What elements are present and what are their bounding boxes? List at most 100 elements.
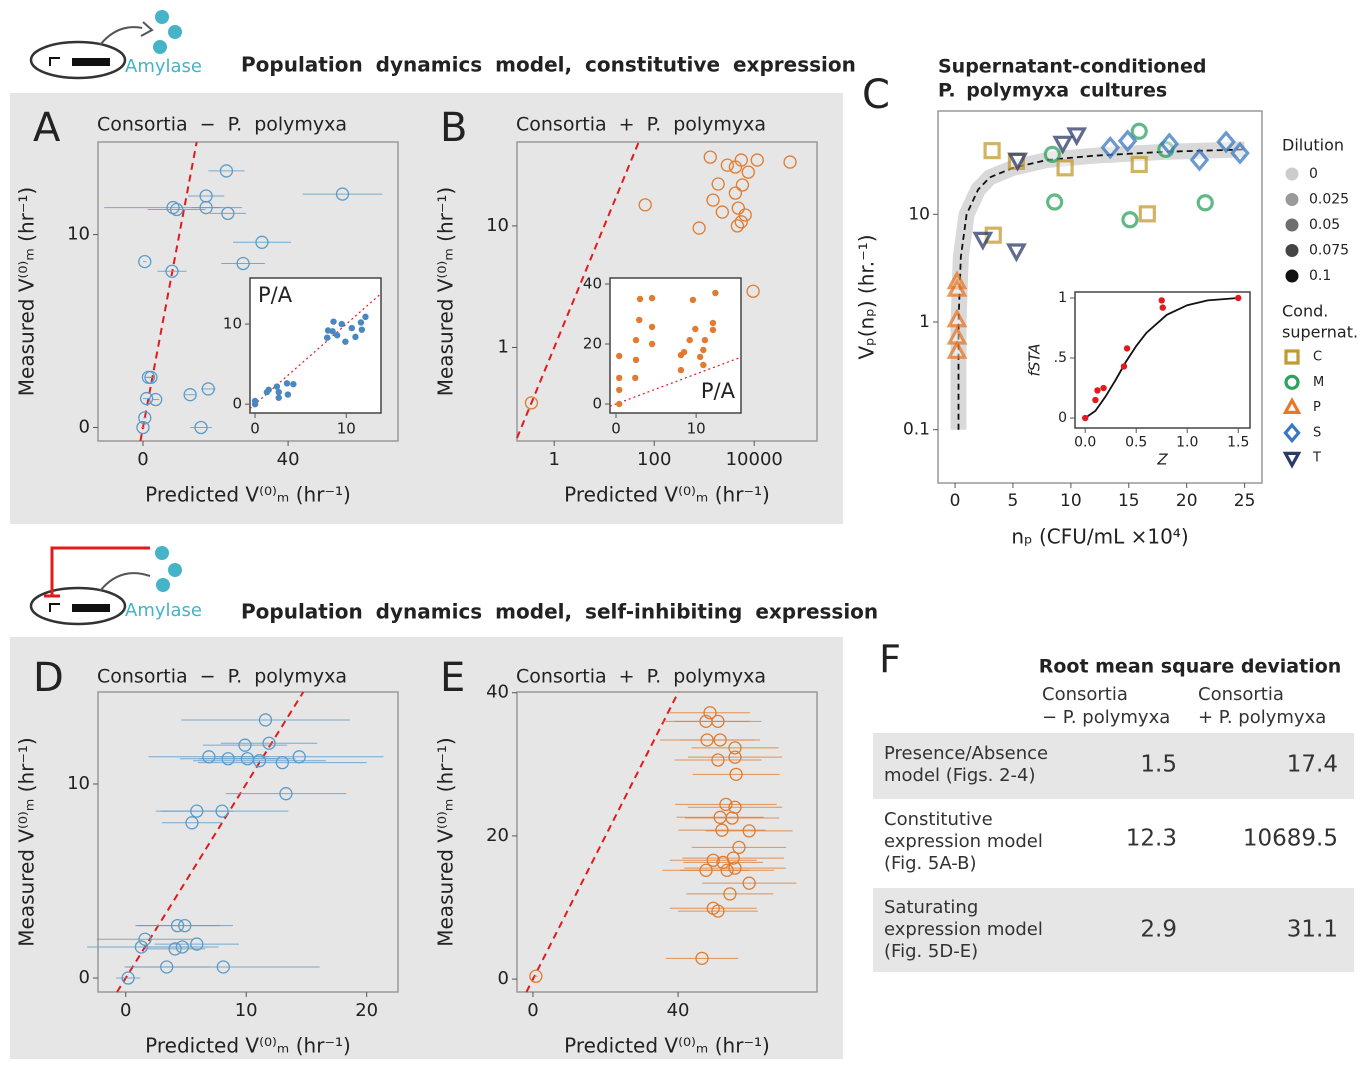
legend-label: S — [1313, 425, 1321, 440]
chart: 0 40 0 10 A Consortia − P. polymyxa Predicted … — [15, 105, 399, 507]
table: F Root mean square deviation Consortia −… — [873, 638, 1354, 972]
point — [252, 754, 267, 768]
point — [1284, 349, 1300, 365]
y-axis-label: Measured V⁽⁰⁾ₘ (hr⁻¹) — [434, 187, 458, 396]
y-axis-label: Measured V⁽⁰⁾ₘ (hr⁻¹) — [434, 737, 458, 946]
cell: 1.5 — [1140, 752, 1177, 778]
point — [946, 339, 968, 359]
point — [251, 397, 259, 405]
table-title: Root mean square deviation — [1039, 656, 1342, 678]
point — [136, 420, 150, 435]
chart-title: Supernatant-conditioned — [938, 56, 1206, 78]
y-tick-label: 40 — [583, 275, 602, 293]
point — [696, 353, 704, 361]
point — [706, 853, 720, 867]
point — [323, 334, 331, 341]
cell: 31.1 — [1287, 917, 1338, 943]
legend-marker — [1285, 269, 1299, 283]
point — [1046, 193, 1064, 211]
point — [731, 201, 745, 215]
x-tick-label: 1.5 — [1227, 435, 1249, 451]
plot-area — [97, 691, 399, 993]
legend-label: 0.075 — [1309, 243, 1349, 259]
point — [741, 165, 755, 179]
point — [283, 380, 291, 387]
point — [1120, 363, 1128, 370]
point — [972, 231, 994, 251]
point — [742, 824, 756, 838]
point — [138, 932, 152, 946]
chart-title: Consortia + P. polymyxa — [516, 114, 766, 136]
point — [719, 797, 733, 812]
point — [729, 767, 743, 781]
y-tick-label: 1 — [1058, 290, 1067, 306]
point — [725, 811, 739, 825]
point — [709, 319, 717, 327]
row-label: Constitutive — [884, 809, 993, 830]
legend-marker — [1285, 218, 1299, 232]
point — [330, 318, 337, 325]
annotation: P/A — [258, 283, 293, 307]
point — [335, 187, 350, 201]
y-tick-label: 10 — [486, 215, 509, 236]
x-tick-label: 1 — [549, 449, 560, 470]
point — [1216, 130, 1236, 154]
point — [202, 750, 216, 764]
point — [738, 208, 752, 222]
point — [221, 206, 235, 221]
point — [1282, 397, 1302, 414]
x-tick-label: 0 — [950, 491, 961, 511]
point — [134, 940, 149, 954]
point — [216, 960, 230, 974]
legend-title: supernat. — [1282, 323, 1358, 342]
x-axis-label: Z — [1156, 451, 1168, 469]
point — [1159, 132, 1180, 156]
legend-marker — [1285, 167, 1299, 181]
cell: 17.4 — [1287, 752, 1338, 778]
y-tick-label: 1 — [498, 336, 509, 357]
point — [144, 370, 158, 384]
point — [783, 155, 797, 169]
section-title: Population dynamics model, self-inhibiti… — [241, 600, 878, 624]
identity-line — [609, 356, 742, 407]
point — [165, 264, 179, 278]
fit-curve — [1084, 297, 1239, 419]
point — [1121, 211, 1139, 229]
cell-icon — [29, 10, 182, 80]
point — [1130, 155, 1148, 174]
point — [616, 400, 623, 408]
point — [170, 202, 184, 217]
x-tick-label: 1.0 — [1176, 435, 1198, 451]
point — [723, 887, 737, 901]
point — [265, 386, 272, 393]
legend-label: C — [1313, 350, 1322, 365]
y-axis-label: Measured V⁽⁰⁾ₘ (hr⁻¹) — [15, 187, 39, 396]
column-header: − P. polymyxa — [1042, 707, 1170, 728]
point — [275, 394, 282, 401]
point — [636, 316, 643, 324]
plot-area — [516, 691, 818, 993]
point — [219, 164, 234, 178]
point — [680, 348, 688, 356]
point — [632, 356, 640, 364]
y-tick-label: 0 — [79, 967, 90, 988]
y-tick-label: 0.1 — [903, 420, 930, 440]
point — [357, 319, 365, 326]
row-label: expression model — [884, 831, 1043, 852]
x-tick-label: 0 — [527, 1000, 538, 1021]
point — [352, 333, 359, 341]
point — [194, 420, 208, 435]
x-axis-label: Predicted V⁽⁰⁾ₘ (hr⁻¹) — [145, 483, 351, 507]
row-background — [873, 888, 1354, 972]
point — [728, 186, 743, 200]
point — [262, 736, 276, 750]
point — [221, 752, 235, 766]
point — [712, 289, 719, 297]
panel-label: B — [440, 105, 467, 151]
point — [648, 323, 656, 331]
point — [703, 706, 717, 720]
legend-title: Cond. — [1282, 302, 1328, 321]
point — [636, 295, 644, 303]
point — [199, 200, 213, 215]
